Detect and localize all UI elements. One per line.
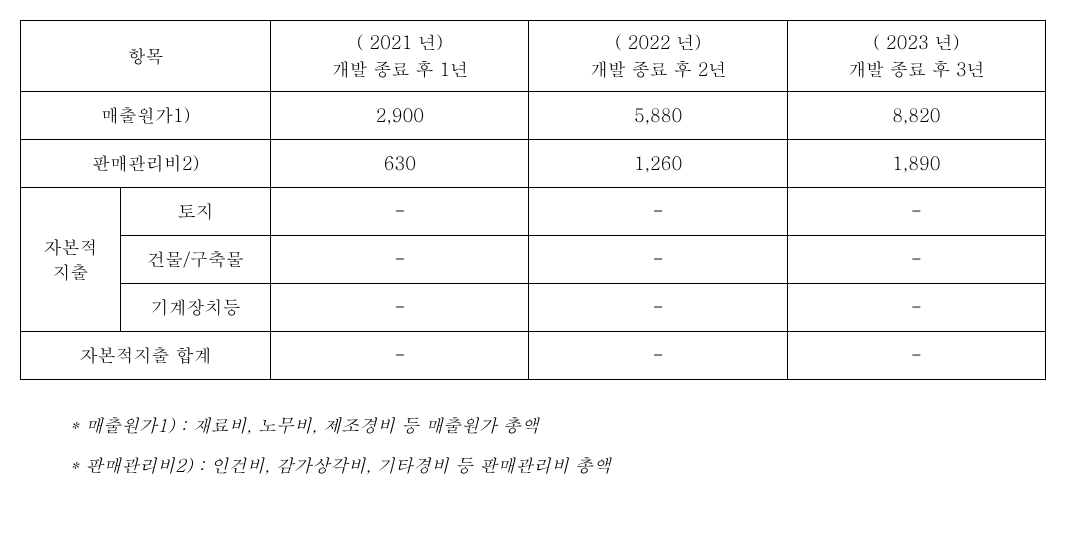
year-2-text: ( 2022 년) — [533, 29, 782, 56]
cost-of-sales-y1: 2,900 — [271, 92, 529, 140]
label-capex-group: 자본적 지출 — [21, 188, 121, 332]
capex-land-y2: - — [529, 188, 787, 236]
year-1-sub: 개발 종료 후 1년 — [275, 56, 524, 83]
label-capex-total: 자본적지출 합계 — [21, 332, 271, 380]
cost-projection-table: 항목 ( 2021 년) 개발 종료 후 1년 ( 2022 년) 개발 종료 … — [20, 20, 1046, 380]
header-year-3: ( 2023 년) 개발 종료 후 3년 — [787, 21, 1045, 92]
sga-y1: 630 — [271, 140, 529, 188]
footnote-1: * 매출원가1) : 재료비, 노무비, 제조경비 등 매출원가 총액 — [70, 408, 1046, 444]
row-cost-of-sales: 매출원가1) 2,900 5,880 8,820 — [21, 92, 1046, 140]
year-3-sub: 개발 종료 후 3년 — [792, 56, 1041, 83]
capex-land-y1: - — [271, 188, 529, 236]
row-capex-building: 건물/구축물 - - - — [21, 236, 1046, 284]
capex-building-y2: - — [529, 236, 787, 284]
capex-total-y2: - — [529, 332, 787, 380]
table-header-row: 항목 ( 2021 년) 개발 종료 후 1년 ( 2022 년) 개발 종료 … — [21, 21, 1046, 92]
row-capex-land: 자본적 지출 토지 - - - — [21, 188, 1046, 236]
capex-building-y3: - — [787, 236, 1045, 284]
capex-total-y3: - — [787, 332, 1045, 380]
row-capex-total: 자본적지출 합계 - - - — [21, 332, 1046, 380]
sga-y2: 1,260 — [529, 140, 787, 188]
capex-building-y1: - — [271, 236, 529, 284]
cost-of-sales-y2: 5,880 — [529, 92, 787, 140]
label-sga: 판매관리비2) — [21, 140, 271, 188]
cost-of-sales-y3: 8,820 — [787, 92, 1045, 140]
footnote-2: * 판매관리비2) : 인건비, 감가상각비, 기타경비 등 판매관리비 총액 — [70, 448, 1046, 484]
row-sga: 판매관리비2) 630 1,260 1,890 — [21, 140, 1046, 188]
capex-machinery-y3: - — [787, 284, 1045, 332]
year-1-text: ( 2021 년) — [275, 29, 524, 56]
year-3-text: ( 2023 년) — [792, 29, 1041, 56]
header-item: 항목 — [21, 21, 271, 92]
label-cost-of-sales: 매출원가1) — [21, 92, 271, 140]
header-year-2: ( 2022 년) 개발 종료 후 2년 — [529, 21, 787, 92]
label-capex-land: 토지 — [121, 188, 271, 236]
capex-machinery-y2: - — [529, 284, 787, 332]
capex-land-y3: - — [787, 188, 1045, 236]
sga-y3: 1,890 — [787, 140, 1045, 188]
label-capex-machinery: 기계장치등 — [121, 284, 271, 332]
label-capex-building: 건물/구축물 — [121, 236, 271, 284]
capex-total-y1: - — [271, 332, 529, 380]
footnotes: * 매출원가1) : 재료비, 노무비, 제조경비 등 매출원가 총액 * 판매… — [70, 408, 1046, 484]
year-2-sub: 개발 종료 후 2년 — [533, 56, 782, 83]
header-year-1: ( 2021 년) 개발 종료 후 1년 — [271, 21, 529, 92]
capex-machinery-y1: - — [271, 284, 529, 332]
row-capex-machinery: 기계장치등 - - - — [21, 284, 1046, 332]
